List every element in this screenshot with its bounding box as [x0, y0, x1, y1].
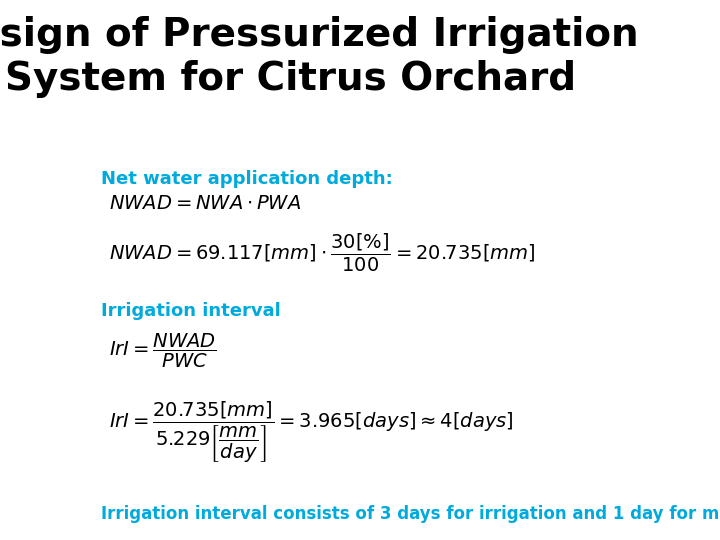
- Text: Irrigation interval: Irrigation interval: [101, 302, 280, 320]
- Text: $IrI = \dfrac{NWAD}{PWC}$: $IrI = \dfrac{NWAD}{PWC}$: [109, 332, 217, 370]
- Text: Design of Pressurized Irrigation
System for Citrus Orchard: Design of Pressurized Irrigation System …: [0, 16, 639, 98]
- Text: Net water application depth:: Net water application depth:: [101, 170, 392, 188]
- Text: $NWAD = 69.117\left[mm\right]\cdot\dfrac{30\left[\%\right]}{100} = 20.735\left[m: $NWAD = 69.117\left[mm\right]\cdot\dfrac…: [109, 232, 536, 274]
- Text: $IrI = \dfrac{20.735\left[mm\right]}{5.229\left[\dfrac{mm}{day}\right]} = 3.965\: $IrI = \dfrac{20.735\left[mm\right]}{5.2…: [109, 400, 514, 465]
- Text: $NWAD = NWA \cdot PWA$: $NWAD = NWA \cdot PWA$: [109, 194, 302, 213]
- Text: Irrigation interval consists of 3 days for irrigation and 1 day for maintenance.: Irrigation interval consists of 3 days f…: [101, 505, 720, 523]
